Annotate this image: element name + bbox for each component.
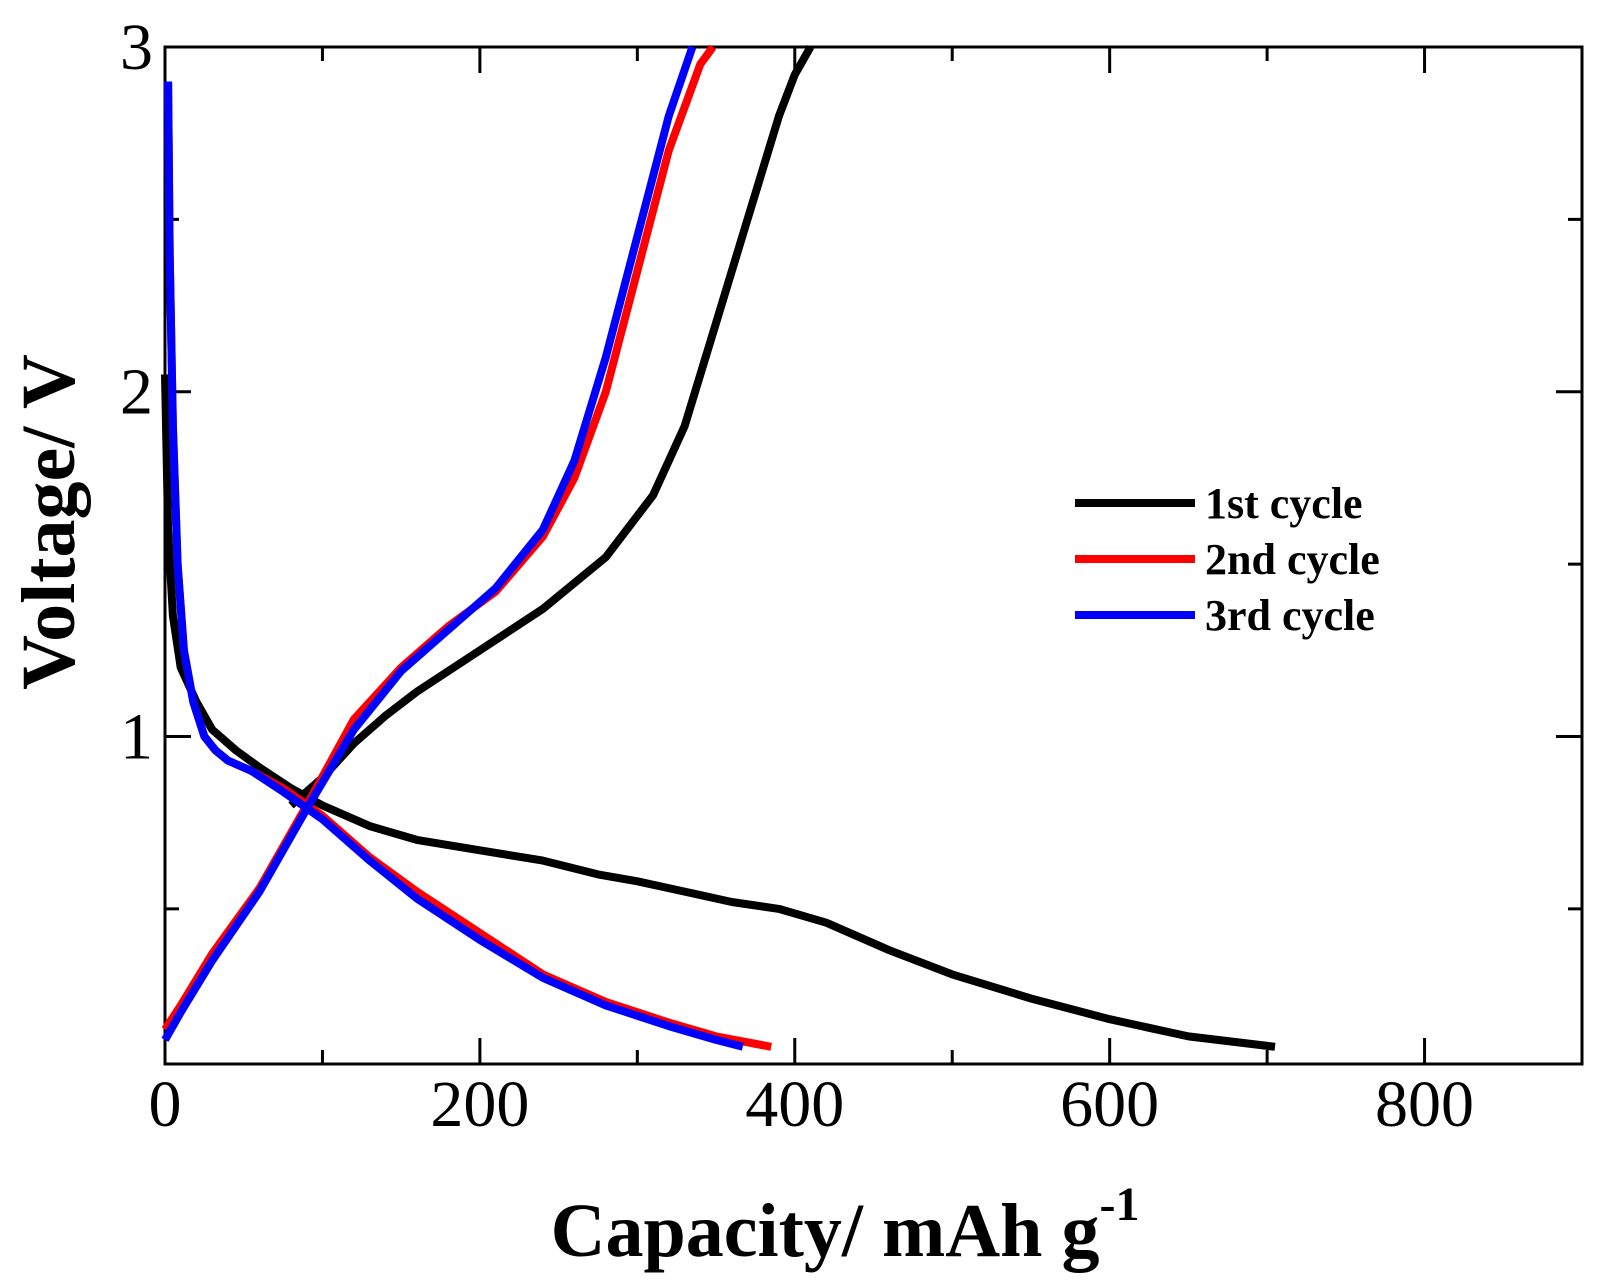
series-line-1st-cycle-charge [288,45,814,809]
series-lines [161,44,1276,1051]
series-line-3rd-cycle-discharge [164,81,744,1051]
x-tick-label: 200 [430,1068,529,1141]
plot-frame [163,45,1584,1066]
x-tick-label: 400 [745,1068,844,1141]
x-tick-label: 0 [149,1068,182,1141]
legend: 1st cycle 2nd cycle 3rd cycle [1075,479,1380,640]
y-tick-label: 1 [120,700,153,773]
y-axis-title: Voltage/ V [7,354,91,690]
x-axis-title: Capacity/ mAh g-1 [551,1178,1140,1273]
x-tick-label: 800 [1375,1068,1474,1141]
y-tick-label: 3 [120,11,153,84]
series-line-2nd-cycle-discharge [164,81,772,1051]
legend-label-3rd-cycle: 3rd cycle [1205,591,1375,640]
series-line-3rd-cycle-charge [161,45,697,1042]
y-tick-label: 2 [120,356,153,429]
legend-label-1st-cycle: 1st cycle [1205,479,1363,528]
tick-labels: 0 200 400 600 800 1 2 3 [120,11,1474,1141]
series-line-1st-cycle-discharge [161,374,1276,1051]
x-tick-label: 600 [1060,1068,1159,1141]
legend-label-2nd-cycle: 2nd cycle [1205,535,1380,584]
axis-ticks [163,45,1582,1064]
